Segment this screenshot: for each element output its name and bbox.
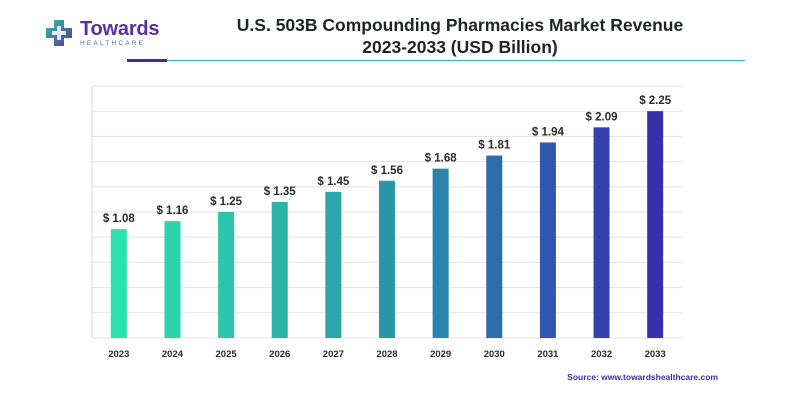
x-tick-label-2024: 2024: [162, 349, 184, 360]
x-tick-label-2029: 2029: [430, 349, 451, 360]
bar-2028: [379, 180, 395, 338]
x-tick-label-2032: 2032: [591, 349, 612, 360]
bar-2032: [593, 127, 610, 338]
value-label-2031: $ 1.94: [532, 126, 565, 138]
bar-2031: [539, 142, 556, 338]
title-divider: [167, 60, 745, 61]
logo-subtitle: HEALTHCARE: [80, 39, 146, 47]
value-label-2024: $ 1.16: [156, 205, 188, 217]
x-tick-label-2023: 2023: [108, 349, 129, 360]
x-tick-label-2033: 2033: [645, 349, 666, 360]
value-label-2027: $ 1.45: [317, 176, 350, 188]
value-label-2033: $ 2.25: [639, 95, 672, 107]
value-label-2026: $ 1.35: [264, 186, 297, 198]
chart-title: U.S. 503B Compounding Pharmacies Market …: [190, 14, 730, 58]
value-label-2029: $ 1.68: [425, 153, 458, 165]
bar-2026: [271, 201, 288, 338]
x-tick-label-2028: 2028: [376, 349, 397, 360]
bar-2025: [218, 212, 235, 338]
x-tick-label-2030: 2030: [484, 349, 505, 360]
logo-name: Towards: [80, 17, 160, 40]
x-tick-label-2025: 2025: [216, 349, 238, 360]
value-label-2028: $ 1.56: [371, 165, 403, 177]
bar-2029: [432, 168, 449, 338]
bar-2024: [164, 221, 181, 338]
chart-title-line-2: 2023-2033 (USD Billion): [362, 37, 558, 57]
value-label-2025: $ 1.25: [210, 196, 243, 208]
x-tick-label-2031: 2031: [537, 349, 559, 360]
x-tick-label-2026: 2026: [269, 349, 290, 360]
value-label-2032: $ 2.09: [586, 111, 618, 123]
bar-2023: [110, 229, 127, 338]
bar-2027: [325, 191, 342, 338]
x-tick-label-2027: 2027: [323, 349, 344, 360]
bar-2033: [647, 111, 664, 338]
chart-title-line-1: U.S. 503B Compounding Pharmacies Market …: [236, 15, 684, 35]
logo: Towards HEALTHCARE: [44, 17, 160, 48]
bar-2030: [486, 155, 503, 338]
x-axis-labels: 2023 2024 2025 2026 2027 2028 2029 2030 2031 2032…: [108, 349, 666, 360]
medical-cross-icon: [46, 20, 72, 46]
source-note: Source: www.towardshealthcare.com: [567, 372, 718, 382]
value-label-2023: $ 1.08: [103, 213, 136, 225]
bars: [110, 111, 664, 338]
value-label-2030: $ 1.81: [478, 140, 511, 152]
title-accent-rule: [127, 59, 167, 62]
value-labels: $ 1.08 $ 1.16 $ 1.25 $ 1.35 $ 1.45 $ 1.56 $ 1.…: [103, 95, 672, 225]
